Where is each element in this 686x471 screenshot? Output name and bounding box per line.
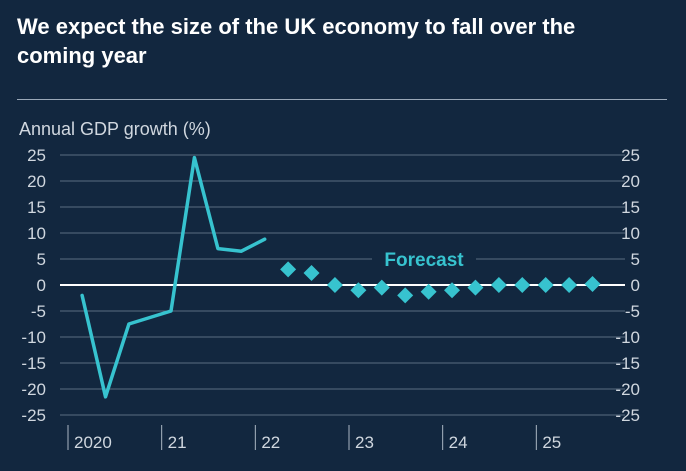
chart-title: We expect the size of the UK economy to … [17,14,576,68]
forecast-diamond-marker [350,282,367,299]
x-tick-label: 24 [449,433,468,452]
y-tick-label-right: 10 [621,224,640,243]
x-tick-label: 23 [355,433,374,452]
y-tick-label-right: 5 [631,250,640,269]
y-tick-label-right: -10 [615,328,640,347]
y-tick-label-left: 10 [27,224,46,243]
y-tick-label-right: 15 [621,198,640,217]
x-tick-label: 22 [261,433,280,452]
title-divider [17,99,667,100]
y-tick-label-left: -10 [21,328,46,347]
forecast-diamond-marker [303,265,320,282]
forecast-diamond-marker [326,277,343,293]
forecast-diamond-marker [514,277,531,293]
y-tick-label-left: 5 [37,250,46,269]
y-tick-label-left: -20 [21,380,46,399]
y-tick-label-right: -25 [615,406,640,425]
y-tick-label-left: 20 [27,172,46,191]
y-tick-label-right: -15 [615,354,640,373]
gdp-outturn-line [80,155,267,399]
forecast-diamond-marker [444,282,461,299]
forecast-diamond-marker [561,277,578,293]
y-tick-label-left: 0 [37,276,46,295]
y-axis-label: Annual GDP growth (%) [19,119,211,139]
forecast-diamond-marker [467,279,484,296]
x-tick-label: 25 [542,433,561,452]
forecast-diamond-marker [373,279,390,296]
x-tick-label: 21 [168,433,187,452]
forecast-diamond-marker [584,275,601,292]
x-tick-label: 2020 [74,433,112,452]
y-tick-label-left: -15 [21,354,46,373]
forecast-diamond-marker [280,261,297,278]
y-tick-label-right: 0 [631,276,640,295]
forecast-diamond-marker [397,287,414,304]
forecast-annotation: Forecast [384,250,464,271]
forecast-diamond-marker [490,277,507,293]
forecast-diamond-marker [420,283,437,300]
y-tick-label-right: 20 [621,172,640,191]
annotation-backdrop [372,246,476,272]
y-tick-label-left: 25 [27,146,46,165]
y-tick-label-left: -5 [31,302,46,321]
y-tick-label-right: -20 [615,380,640,399]
y-tick-label-right: 25 [621,146,640,165]
y-tick-label-right: -5 [625,302,640,321]
forecast-diamond-marker [537,277,554,293]
y-tick-label-left: 15 [27,198,46,217]
y-tick-label-left: -25 [21,406,46,425]
